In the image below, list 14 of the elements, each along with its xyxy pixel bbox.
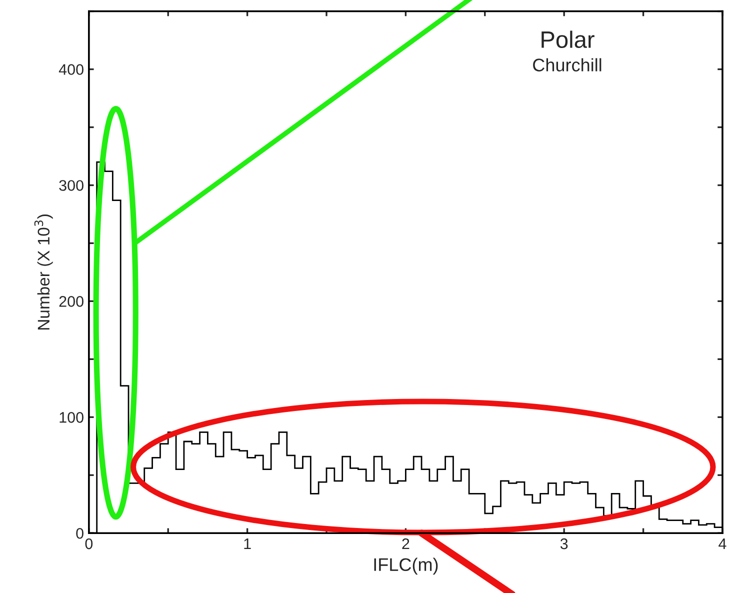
y-tick-label: 300 — [59, 180, 84, 191]
text: Churchill — [533, 58, 602, 72]
x-tick-label: 4 — [718, 538, 726, 550]
text: Polar — [542, 30, 594, 48]
y-tick-label: 200 — [59, 296, 84, 307]
y-tick-label: 400 — [58, 64, 84, 75]
y-tick-label: 100 — [60, 412, 84, 423]
y-tick-label: 0 — [76, 528, 84, 539]
x-tick-label: 1 — [244, 538, 251, 550]
y-axis-title: Number (X 10$^{3}$) — [34, 214, 53, 330]
x-tick-label: 3 — [560, 538, 568, 550]
x-tick-label: 0 — [85, 538, 93, 550]
x-tick-label: 2 — [402, 538, 410, 550]
x-axis-title: IFLC(m) — [374, 558, 438, 575]
